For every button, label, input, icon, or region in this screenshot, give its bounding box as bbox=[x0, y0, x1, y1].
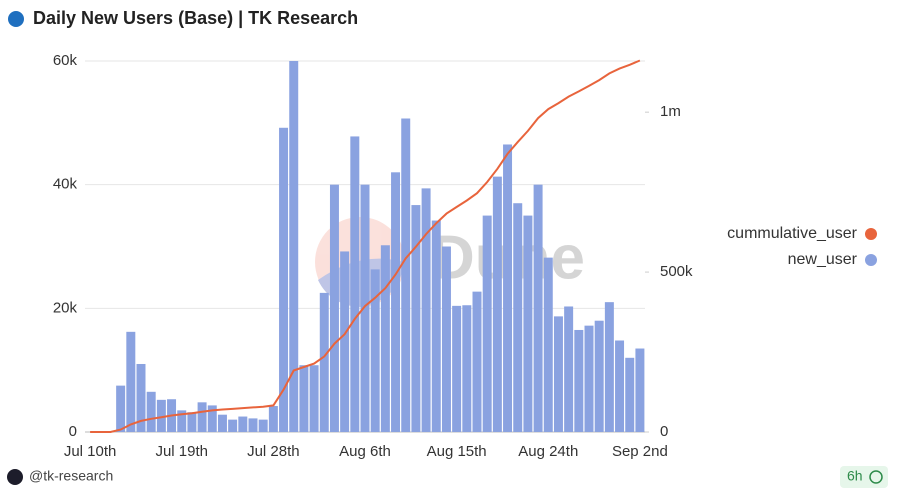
bar bbox=[543, 257, 553, 432]
bar bbox=[503, 144, 513, 432]
bar bbox=[411, 205, 421, 432]
bar bbox=[391, 172, 401, 433]
legend-label: cummulative_user bbox=[727, 225, 858, 242]
y2-tick-label: 500k bbox=[660, 263, 693, 280]
bar bbox=[289, 61, 299, 432]
bar bbox=[574, 329, 584, 432]
bar bbox=[340, 251, 350, 432]
y-tick-label: 40k bbox=[53, 176, 78, 193]
bar bbox=[421, 188, 431, 432]
x-tick-label: Aug 15th bbox=[427, 443, 487, 460]
bar bbox=[431, 220, 441, 432]
bar bbox=[350, 136, 360, 433]
bar bbox=[126, 331, 136, 432]
bar bbox=[248, 418, 258, 432]
bar bbox=[299, 365, 309, 432]
bar bbox=[197, 402, 207, 432]
bar bbox=[482, 215, 492, 432]
bar bbox=[584, 325, 594, 432]
y-tick-label: 20k bbox=[53, 299, 78, 316]
bar bbox=[329, 184, 339, 432]
bar bbox=[217, 414, 227, 432]
author: @tk-research bbox=[29, 468, 113, 484]
bar bbox=[228, 419, 238, 432]
x-tick-label: Sep 2nd bbox=[612, 443, 668, 460]
y-tick-label: 0 bbox=[69, 423, 77, 440]
bar bbox=[523, 215, 533, 432]
bar bbox=[177, 410, 187, 432]
bar bbox=[635, 348, 645, 432]
bar bbox=[492, 176, 502, 432]
bar bbox=[309, 365, 319, 432]
age-check bbox=[869, 470, 883, 484]
bar bbox=[604, 302, 614, 432]
bar bbox=[116, 385, 126, 432]
chart-title: Daily New Users (Base) | TK Research bbox=[33, 8, 358, 28]
author-icon bbox=[7, 469, 23, 485]
y-tick-label: 60k bbox=[53, 52, 78, 69]
bar bbox=[594, 320, 604, 432]
bar bbox=[625, 357, 635, 432]
x-tick-label: Aug 6th bbox=[339, 443, 391, 460]
bar bbox=[136, 363, 146, 432]
bar bbox=[279, 127, 289, 432]
x-tick-label: Jul 28th bbox=[247, 443, 300, 460]
bar bbox=[533, 184, 543, 432]
bar bbox=[207, 405, 217, 432]
bar bbox=[564, 306, 574, 432]
title-icon bbox=[8, 11, 24, 27]
bar bbox=[370, 269, 380, 432]
bar bbox=[319, 292, 329, 432]
bar bbox=[146, 391, 156, 432]
bar bbox=[462, 305, 472, 432]
bar bbox=[258, 419, 268, 432]
bar bbox=[380, 245, 390, 432]
bar bbox=[513, 203, 523, 432]
age: 6h bbox=[847, 468, 863, 484]
legend-label: new_user bbox=[788, 251, 858, 268]
x-tick-label: Jul 19th bbox=[155, 443, 208, 460]
bar bbox=[472, 291, 482, 432]
legend-marker bbox=[865, 228, 877, 240]
bar bbox=[156, 399, 166, 432]
line bbox=[90, 59, 641, 433]
bar bbox=[452, 305, 462, 432]
bar bbox=[553, 316, 563, 432]
bar bbox=[360, 184, 370, 432]
x-tick-label: Jul 10th bbox=[64, 443, 117, 460]
y2-tick-label: 1m bbox=[660, 103, 681, 120]
x-tick-label: Aug 24th bbox=[518, 443, 578, 460]
bar bbox=[401, 118, 411, 432]
bar bbox=[268, 406, 278, 432]
legend-marker bbox=[865, 254, 877, 266]
bar bbox=[187, 412, 197, 432]
y2-tick-label: 0 bbox=[660, 423, 668, 440]
bar bbox=[615, 340, 625, 432]
bar bbox=[441, 246, 451, 432]
bar bbox=[238, 416, 248, 432]
